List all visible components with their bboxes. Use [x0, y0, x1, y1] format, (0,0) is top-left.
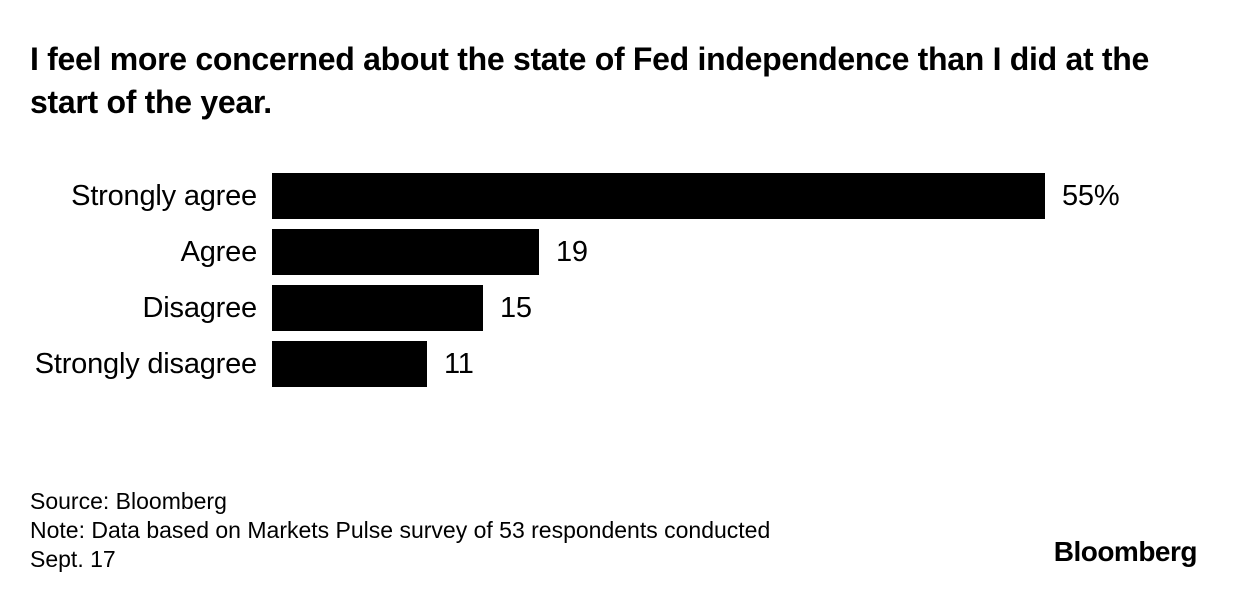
bar	[272, 229, 539, 275]
source-text: Source: Bloomberg	[30, 488, 227, 514]
bar	[272, 285, 483, 331]
value-label: 55%	[1062, 179, 1120, 212]
category-label: Agree	[180, 235, 258, 268]
bar-row: Agree 19	[30, 229, 1220, 275]
bar-row: Disagree 15	[30, 285, 1220, 331]
value-label: 15	[500, 291, 532, 324]
bar-row: Strongly agree 55%	[30, 173, 1220, 219]
note-text-line-2: Sept. 17	[30, 546, 116, 572]
bar	[272, 341, 427, 387]
category-label: Strongly disagree	[34, 347, 257, 380]
value-label: 11	[444, 347, 474, 380]
chart-title: I feel more concerned about the state of…	[30, 41, 1150, 120]
category-label: Strongly agree	[71, 179, 257, 212]
bar	[272, 173, 1045, 219]
value-label: 19	[556, 235, 588, 268]
category-label: Disagree	[142, 291, 258, 324]
bloomberg-logo: Bloomberg	[1053, 536, 1198, 567]
chart-footer: Source: Bloomberg Note: Data based on Ma…	[30, 487, 770, 574]
bar-row: Strongly disagree 11	[30, 341, 1220, 387]
note-text-line-1: Note: Data based on Markets Pulse survey…	[30, 517, 771, 543]
bar-chart: Strongly agree 55% Agree 19 Disagree 15 …	[30, 173, 1220, 397]
